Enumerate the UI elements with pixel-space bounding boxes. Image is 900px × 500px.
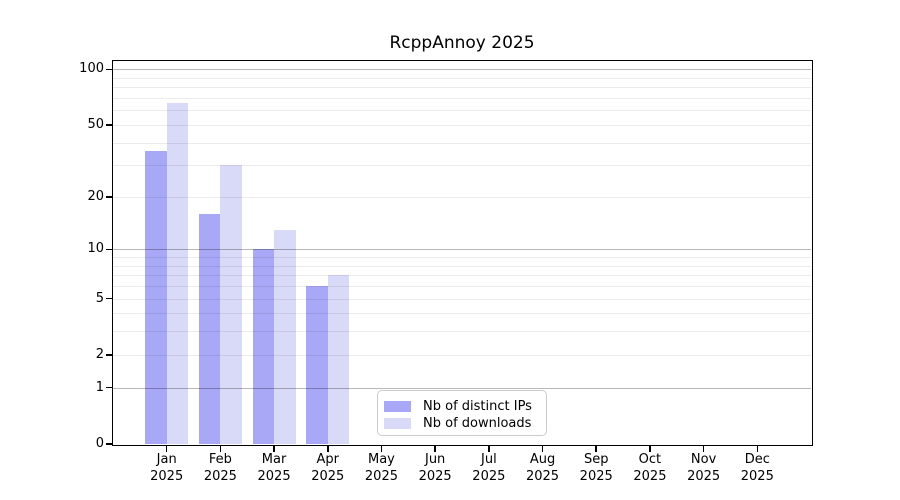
- legend: Nb of distinct IPs Nb of downloads: [377, 390, 547, 436]
- y-tick-label-20: 20: [87, 188, 104, 204]
- y-tick-label-0: 0: [95, 436, 104, 451]
- x-tick-label-mar: Mar 2025: [257, 452, 291, 484]
- x-tick-label-oct: Oct 2025: [633, 452, 667, 484]
- minor-gridline-20: [113, 196, 811, 198]
- x-tick-mark-feb: [219, 445, 222, 452]
- bar-downloads-mar: [274, 229, 296, 444]
- bar-downloads-feb: [220, 165, 242, 444]
- y-tick-mark-20: [105, 196, 112, 198]
- bar-downloads-apr: [327, 275, 350, 444]
- legend-label-downloads: Nb of downloads: [423, 415, 532, 431]
- legend-swatch-distinct-ips: [384, 401, 411, 412]
- y-tick-mark-50: [105, 124, 112, 126]
- x-tick-label-jul: Jul 2025: [472, 452, 506, 484]
- x-tick-mark-jun: [434, 445, 436, 452]
- y-tick-mark-5: [105, 297, 112, 300]
- y-tick-mark-1: [105, 386, 112, 389]
- y-tick-label-1: 1: [95, 379, 104, 395]
- minor-gridline-4: [113, 313, 811, 315]
- x-tick-mark-jan: [165, 445, 168, 452]
- x-tick-mark-mar: [273, 445, 275, 452]
- legend-label-distinct-ips: Nb of distinct IPs: [423, 398, 532, 414]
- bar-downloads-jan: [166, 102, 189, 444]
- x-tick-mark-may: [380, 445, 383, 452]
- x-tick-label-jan: Jan 2025: [150, 452, 184, 484]
- bar-distinct-ips-apr: [306, 286, 328, 444]
- minor-gridline-80: [113, 87, 811, 89]
- y-tick-mark-2: [105, 354, 112, 356]
- y-tick-label-100: 100: [79, 61, 104, 77]
- minor-gridline-8: [113, 265, 811, 267]
- plot-area: [113, 61, 811, 444]
- chart-title: RcppAnnoy 2025: [389, 33, 535, 53]
- x-tick-mark-dec: [756, 445, 759, 452]
- x-tick-mark-oct: [649, 445, 651, 452]
- y-tick-label-5: 5: [95, 290, 104, 306]
- major-gridline-100: [113, 69, 811, 71]
- bars-layer: [113, 61, 811, 444]
- bar-distinct-ips-jan: [145, 150, 167, 444]
- minor-gridline-60: [113, 110, 811, 112]
- x-tick-mark-sep: [595, 445, 597, 452]
- minor-gridline-50: [113, 124, 811, 126]
- x-tick-label-sep: Sep 2025: [579, 452, 613, 484]
- minor-gridline-70: [113, 97, 811, 99]
- major-gridline-1: [113, 387, 811, 389]
- y-tick-label-2: 2: [95, 346, 104, 362]
- minor-gridline-6: [113, 286, 811, 288]
- minor-gridline-30: [113, 165, 811, 167]
- minor-gridline-90: [113, 77, 811, 79]
- bar-distinct-ips-mar: [252, 249, 275, 444]
- minor-gridline-40: [113, 142, 811, 144]
- bar-distinct-ips-feb: [198, 214, 221, 444]
- minor-gridline-3: [113, 331, 811, 333]
- minor-gridline-7: [113, 275, 811, 277]
- y-tick-mark-10: [105, 248, 112, 251]
- x-tick-mark-nov: [702, 445, 705, 452]
- minor-gridline-5: [113, 298, 811, 300]
- y-tick-label-50: 50: [87, 116, 104, 132]
- x-tick-label-feb: Feb 2025: [203, 452, 237, 484]
- x-tick-label-apr: Apr 2025: [311, 452, 345, 484]
- x-tick-mark-apr: [327, 445, 329, 452]
- legend-item-downloads: Nb of downloads: [384, 415, 546, 432]
- major-gridline-10: [113, 249, 811, 251]
- y-tick-mark-0: [105, 443, 112, 445]
- legend-swatch-downloads: [384, 418, 411, 429]
- grid-layer: [113, 61, 811, 444]
- x-tick-label-aug: Aug 2025: [525, 452, 560, 484]
- minor-gridline-9: [113, 257, 811, 259]
- x-tick-label-dec: Dec 2025: [740, 452, 774, 484]
- legend-item-distinct-ips: Nb of distinct IPs: [384, 398, 546, 415]
- minor-gridline-2: [113, 354, 811, 356]
- x-tick-label-nov: Nov 2025: [687, 452, 721, 484]
- x-tick-mark-jul: [488, 445, 490, 452]
- y-tick-label-10: 10: [87, 241, 104, 257]
- x-tick-mark-aug: [541, 445, 544, 452]
- x-tick-label-may: May 2025: [364, 452, 398, 484]
- y-tick-mark-100: [105, 68, 112, 71]
- x-tick-label-jun: Jun 2025: [418, 452, 452, 484]
